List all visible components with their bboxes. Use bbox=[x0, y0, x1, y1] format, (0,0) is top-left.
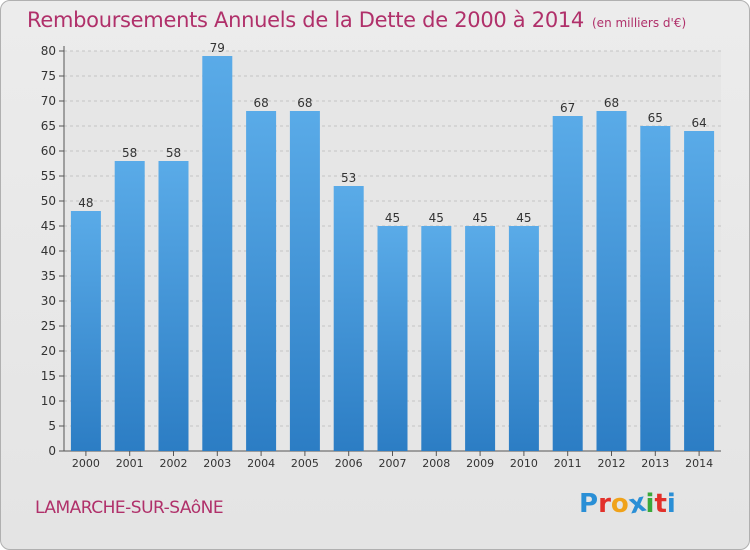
bar bbox=[552, 116, 583, 451]
data-label: 58 bbox=[122, 146, 137, 160]
y-tick-label: 60 bbox=[41, 144, 56, 158]
x-tick-label: 2002 bbox=[160, 457, 188, 470]
logo-letter: i bbox=[666, 489, 676, 519]
y-tick-label: 5 bbox=[48, 419, 56, 433]
data-labels: 48 58 58 79 68 68 53 45 45 45 45 67 68 65 64 bbox=[78, 41, 706, 225]
bar bbox=[377, 226, 408, 451]
bar bbox=[158, 161, 189, 451]
logo-letter: t bbox=[654, 489, 667, 519]
logo-letter: r bbox=[598, 489, 611, 519]
bar bbox=[465, 226, 496, 451]
y-tick-label: 25 bbox=[41, 319, 56, 333]
x-tick-label: 2007 bbox=[379, 457, 407, 470]
x-tick-label: 2000 bbox=[72, 457, 100, 470]
data-label: 68 bbox=[604, 96, 619, 110]
commune-name: LAMARCHE-SUR-SAôNE bbox=[35, 498, 224, 518]
bar bbox=[596, 111, 627, 451]
logo-letter: P bbox=[579, 489, 599, 519]
data-label: 65 bbox=[648, 111, 663, 125]
bar bbox=[246, 111, 277, 451]
x-tick-label: 2014 bbox=[685, 457, 713, 470]
chart-subtitle: (en milliers d'€) bbox=[592, 16, 687, 30]
data-label: 45 bbox=[516, 211, 531, 225]
data-label: 45 bbox=[385, 211, 400, 225]
bar bbox=[640, 126, 671, 451]
y-tick-label: 70 bbox=[41, 94, 56, 108]
y-tick-label: 55 bbox=[41, 169, 56, 183]
chart-title: Remboursements Annuels de la Dette de 20… bbox=[27, 8, 686, 32]
data-label: 48 bbox=[78, 196, 93, 210]
logo-letter: i bbox=[645, 489, 655, 519]
y-tick-labels: 0 5 10 15 20 25 30 35 40 45 50 55 60 65 70 75 80 bbox=[41, 44, 56, 458]
y-tick-label: 65 bbox=[41, 119, 56, 133]
data-label: 64 bbox=[691, 116, 706, 130]
bar bbox=[333, 186, 364, 451]
proxiti-logo: Proxiti bbox=[579, 488, 676, 521]
bar bbox=[684, 131, 715, 451]
data-label: 79 bbox=[210, 41, 225, 55]
logo-letter: o bbox=[610, 489, 629, 519]
data-label: 45 bbox=[429, 211, 444, 225]
y-tick-label: 10 bbox=[41, 394, 56, 408]
y-tick-label: 80 bbox=[41, 44, 56, 58]
x-tick-label: 2004 bbox=[247, 457, 275, 470]
bar bbox=[114, 161, 145, 451]
data-label: 53 bbox=[341, 171, 356, 185]
x-tick-label: 2013 bbox=[641, 457, 669, 470]
y-tick-label: 0 bbox=[48, 444, 56, 458]
x-tick-labels: 2000 2001 2002 2003 2004 2005 2006 2007 2008 2009… bbox=[72, 457, 713, 470]
bar bbox=[289, 111, 320, 451]
bar bbox=[421, 226, 452, 451]
data-label: 45 bbox=[472, 211, 487, 225]
y-tick-label: 40 bbox=[41, 244, 56, 258]
data-label: 68 bbox=[297, 96, 312, 110]
y-tick-label: 50 bbox=[41, 194, 56, 208]
x-tick-label: 2001 bbox=[116, 457, 144, 470]
data-label: 58 bbox=[166, 146, 181, 160]
chart-title-text: Remboursements Annuels de la Dette de 20… bbox=[27, 8, 584, 32]
x-tick-label: 2006 bbox=[335, 457, 363, 470]
bar bbox=[508, 226, 539, 451]
y-tick-label: 75 bbox=[41, 69, 56, 83]
bar bbox=[202, 56, 233, 451]
x-tick-label: 2008 bbox=[422, 457, 450, 470]
y-tick-label: 30 bbox=[41, 294, 56, 308]
y-tick-label: 45 bbox=[41, 219, 56, 233]
data-label: 68 bbox=[253, 96, 268, 110]
x-tick-label: 2011 bbox=[554, 457, 582, 470]
data-label: 67 bbox=[560, 101, 575, 115]
bar bbox=[70, 211, 101, 451]
bars bbox=[70, 56, 715, 451]
y-tick-label: 15 bbox=[41, 369, 56, 383]
x-tick-label: 2012 bbox=[598, 457, 626, 470]
x-tick-label: 2010 bbox=[510, 457, 538, 470]
y-tick-label: 20 bbox=[41, 344, 56, 358]
x-tick-label: 2009 bbox=[466, 457, 494, 470]
x-tick-label: 2003 bbox=[203, 457, 231, 470]
x-tick-label: 2005 bbox=[291, 457, 319, 470]
y-tick-label: 35 bbox=[41, 269, 56, 283]
